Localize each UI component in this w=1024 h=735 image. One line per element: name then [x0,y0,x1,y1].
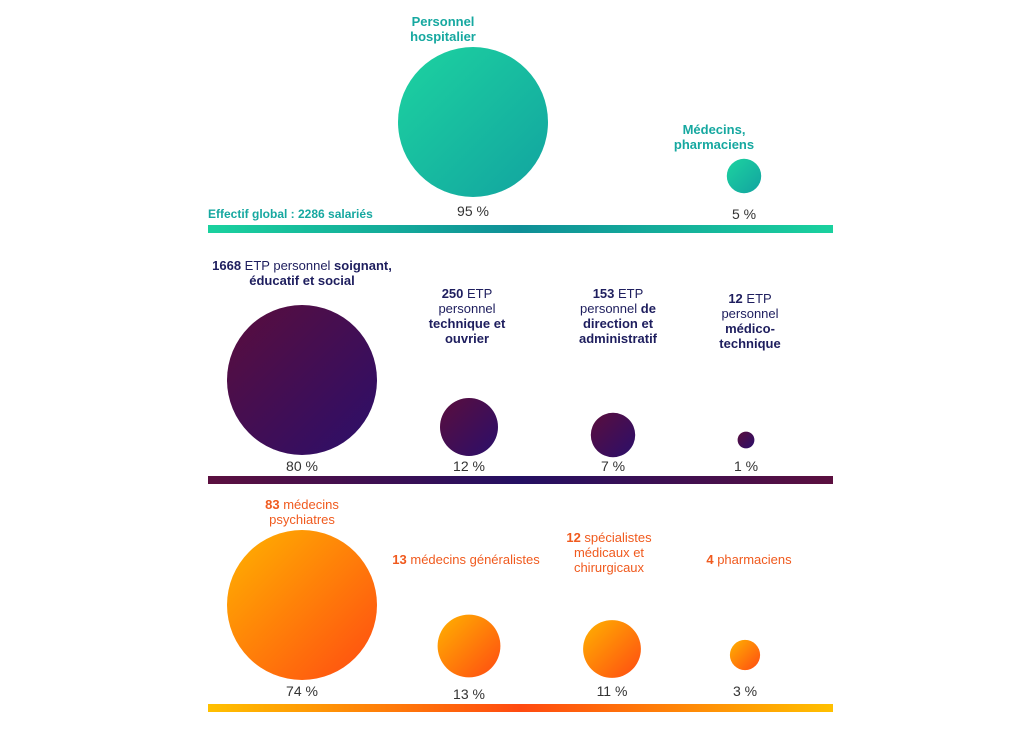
bubble-2-3 [590,412,636,458]
bubble-3-2 [437,614,501,678]
category-text: médecins psychiatres [269,497,339,527]
chart-title: Effectif global : 2286 salariés [208,207,373,221]
baseline-bar-2 [208,476,833,484]
percent-label: 5 % [731,206,757,222]
percent-label: 95 % [457,203,489,219]
baseline-bar-3 [208,704,833,712]
category-text: spécialistes médicaux et chirurgicaux [573,530,652,575]
category-label-text: Médecins, pharmaciens [673,122,755,152]
category-text-bold: médico-technique [719,321,781,351]
category-label: 12 ETP personnel médico-technique [709,291,791,351]
category-count: 12 [566,530,581,545]
category-text-bold: soignant, éducatif et social [249,258,392,288]
category-count: 83 [265,497,280,512]
bubble-3-1 [227,530,377,680]
category-label: 1668 ETP personnel soignant, éducatif et… [207,258,397,288]
baseline-bar-1 [208,225,833,233]
category-text: ETP personnel [580,286,644,316]
category-count: 4 [706,552,714,567]
percent-label: 11 % [596,683,628,699]
category-text: médecins généralistes [406,552,540,567]
category-label: Personnel hospitalier [410,14,476,44]
category-label: 83 médecins psychiatres [234,497,370,527]
category-label: Médecins, pharmaciens [674,122,754,152]
percent-label: 12 % [453,458,485,474]
bubble-2-2 [440,398,498,456]
bubble-3-4 [729,639,761,671]
bubble-2-4 [737,431,755,449]
category-text: ETP personnel [241,258,331,273]
category-text-bold: de direction et administratif [578,301,658,346]
category-label-text: Personnel hospitalier [410,14,476,44]
category-text: ETP personnel [721,291,779,321]
bubble-1-1 [398,47,548,197]
category-label: 4 pharmaciens [701,552,796,567]
percent-label: 13 % [453,686,485,702]
percent-label: 7 % [600,458,626,474]
category-count: 1668 [212,258,242,273]
percent-label: 3 % [732,683,758,699]
category-text: pharmaciens [713,552,792,567]
percent-label: 1 % [733,458,759,474]
bubble-3-3 [583,620,641,678]
percent-label: 80 % [286,458,318,474]
category-count: 13 [392,552,407,567]
category-label: 12 spécialistes médicaux et chirurgicaux [548,530,670,575]
category-text: ETP personnel [438,286,496,316]
category-label: 250 ETP personnel technique et ouvrier [423,286,511,346]
category-count: 250 [441,286,464,301]
category-count: 12 [728,291,743,306]
category-label: 13 médecins généralistes [391,552,541,567]
percent-label: 74 % [286,683,318,699]
bubble-2-1 [227,305,377,455]
category-count: 153 [592,286,615,301]
bubble-1-2 [726,158,762,194]
category-label: 153 ETP personnel de direction et admini… [564,286,673,346]
category-text-bold: technique et ouvrier [428,316,506,346]
